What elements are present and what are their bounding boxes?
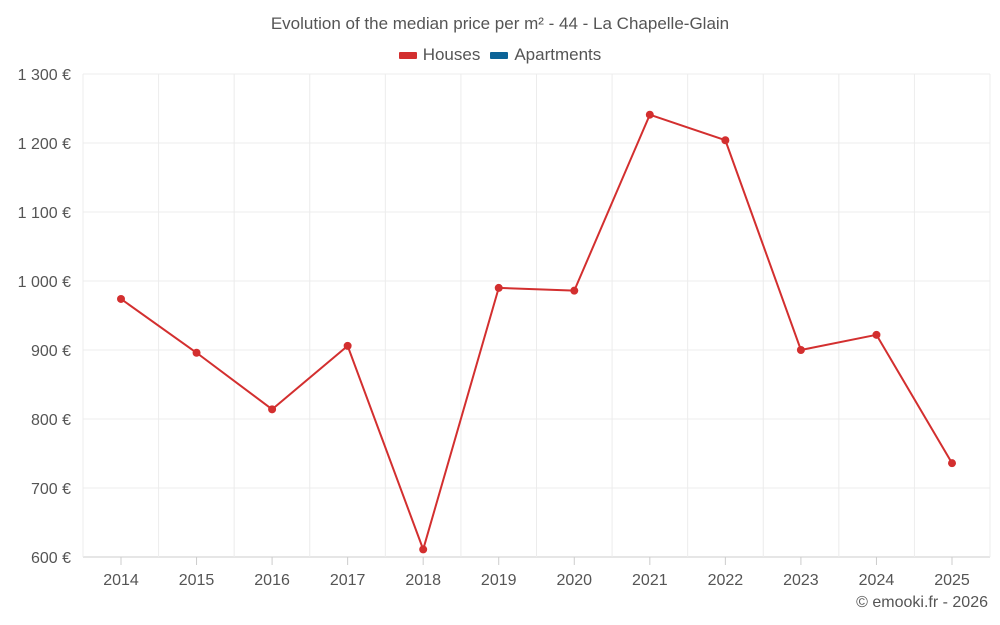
chart-title: Evolution of the median price per m² - 4…	[270, 14, 730, 33]
x-tick-label: 2014	[103, 572, 139, 589]
x-tick-label: 2020	[556, 572, 592, 589]
legend-item-houses[interactable]: Houses	[398, 45, 481, 65]
x-tick-label: 2024	[859, 572, 895, 589]
data-point	[796, 346, 805, 354]
y-tick-label: 600 €	[31, 550, 71, 567]
data-point	[570, 286, 579, 295]
legend-item-apartments[interactable]: Apartments	[490, 45, 601, 65]
x-tick-label: 2021	[632, 572, 668, 589]
x-tick-label: 2019	[481, 572, 517, 589]
legend-label-houses: Houses	[422, 45, 481, 64]
data-point	[419, 545, 428, 554]
y-tick-label: 1 300 €	[18, 67, 71, 84]
legend-swatch-houses	[398, 51, 417, 59]
x-tick-label: 2022	[708, 572, 744, 589]
y-tick-label: 1 100 €	[18, 205, 71, 222]
y-tick-label: 900 €	[31, 343, 71, 360]
data-point	[494, 283, 503, 292]
x-tick-label: 2023	[783, 572, 819, 589]
data-point	[117, 294, 125, 303]
series-line-houses	[120, 113, 953, 551]
y-tick-label: 700 €	[31, 481, 71, 498]
legend-label-apartments: Apartments	[514, 45, 602, 64]
x-tick-label: 2025	[934, 572, 970, 589]
data-point	[948, 459, 956, 468]
chart-legend: Houses Apartments	[0, 45, 1000, 65]
x-tick-label: 2018	[405, 572, 441, 589]
data-point	[192, 348, 201, 357]
credit-text: © emooki.fr - 2026	[856, 594, 988, 611]
y-tick-label: 1 000 €	[18, 274, 71, 291]
y-tick-label: 1 200 €	[18, 136, 71, 153]
data-point	[268, 405, 277, 414]
x-tick-label: 2016	[254, 572, 290, 589]
data-point	[872, 330, 881, 339]
data-point	[343, 341, 352, 350]
x-tick-label: 2015	[179, 572, 215, 589]
data-point	[721, 136, 730, 145]
legend-swatch-apartments	[490, 51, 509, 59]
y-tick-label: 800 €	[31, 412, 71, 429]
x-tick-label: 2017	[330, 572, 366, 589]
data-point	[645, 110, 654, 119]
